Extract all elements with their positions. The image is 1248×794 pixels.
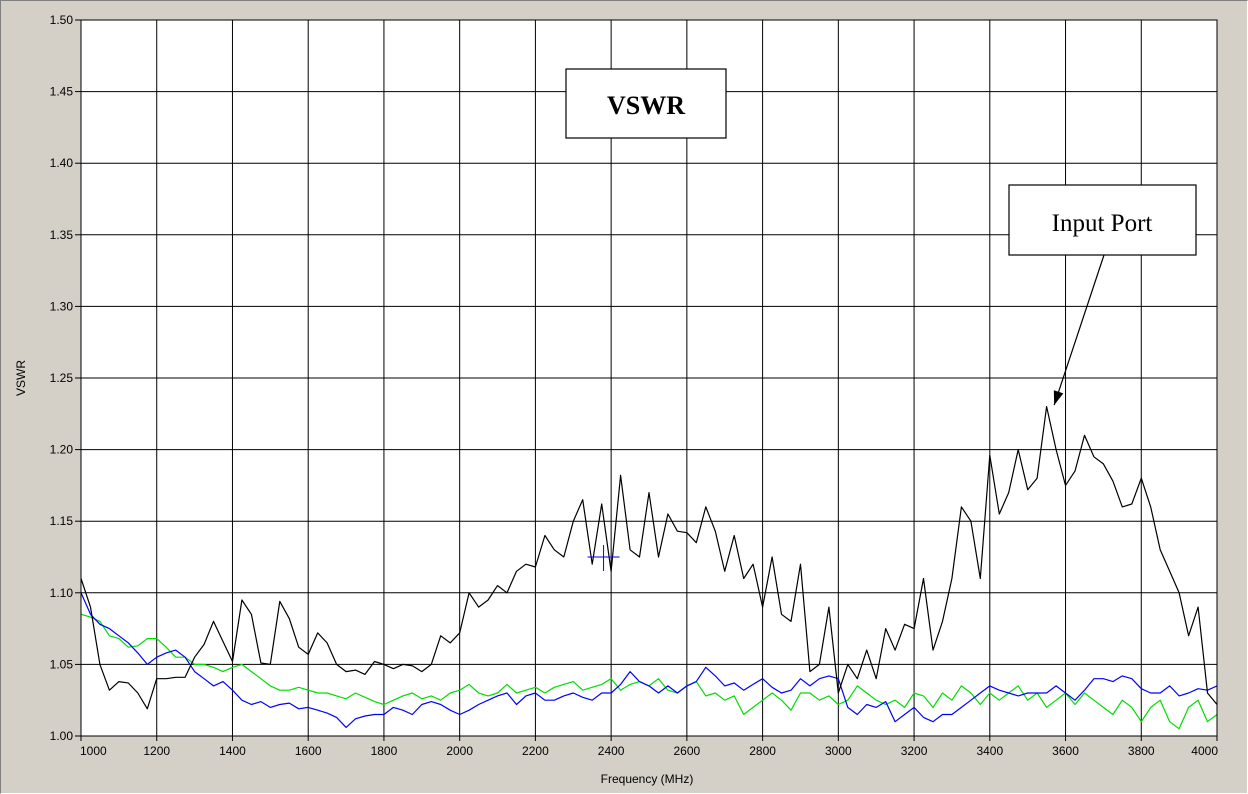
x-tick-label: 1200 [143,744,170,758]
x-tick-label: 2200 [522,744,549,758]
x-tick-label: 3800 [1128,744,1155,758]
y-tick-label: 1.30 [50,299,74,313]
annotation-arrow-head [1053,390,1064,406]
x-tick-label: 3000 [825,744,852,758]
annotation-box [1008,184,1197,256]
x-tick-label: 1800 [371,744,398,758]
x-tick-label: 1400 [219,744,246,758]
y-tick-label: 1.40 [50,156,74,170]
axis-ticks: 1000 1200 1400 1600 1800 2000 2200 2400 2600 2800… [50,13,1219,758]
x-tick-label: 3400 [976,744,1003,758]
x-tick-label: 2400 [598,744,625,758]
series-line-0 [80,406,1218,710]
y-tick-label: 1.45 [50,85,74,99]
series-line-1 [80,592,1218,729]
y-tick-label: 1.20 [50,443,74,457]
x-tick-label: 1000 [80,744,107,758]
chart-title: VSWR [607,91,685,120]
x-tick-label: 3600 [1052,744,1079,758]
grid [80,19,1218,737]
x-tick-label: 2600 [674,744,701,758]
y-tick-label: 1.35 [50,228,74,242]
x-tick-label: 2800 [749,744,776,758]
x-axis-title: Frequency (MHz) [601,772,694,786]
annotation-arrow-line [1053,254,1105,406]
y-tick-label: 1.15 [50,514,74,528]
y-axis-title: VSWR [14,360,28,396]
annotation: Input Port [1008,184,1197,406]
y-tick-label: 1.10 [50,586,74,600]
x-tick-label: 3200 [901,744,928,758]
x-tick-label: 4000 [1191,744,1218,758]
y-tick-label: 1.50 [50,13,74,27]
title-box-frame [565,68,727,139]
y-tick-label: 1.25 [50,371,74,385]
x-tick-label: 2000 [446,744,473,758]
y-tick-label: 1.00 [50,729,74,743]
title-box: VSWR [565,68,727,139]
x-tick-label: 1600 [295,744,322,758]
y-tick-label: 1.05 [50,657,74,671]
annotation-text: Input Port [1052,210,1153,237]
plot-border [80,19,1218,737]
cursor-marker[interactable] [587,545,620,571]
series-group [80,406,1218,730]
